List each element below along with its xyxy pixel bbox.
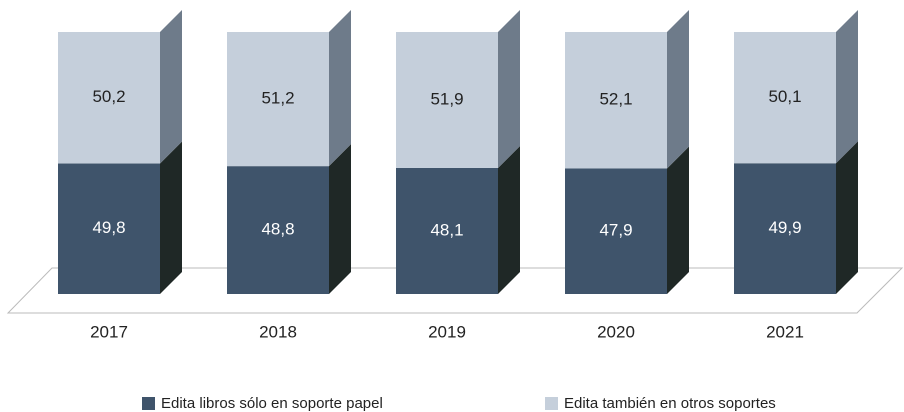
bar-segment [734, 163, 836, 294]
bar-side [329, 144, 351, 294]
bar-segment [58, 163, 160, 294]
x-tick-label: 2021 [766, 322, 804, 341]
bar-side [160, 141, 182, 294]
bar-segment [227, 166, 329, 294]
bar-side [836, 10, 858, 164]
bar-side [836, 141, 858, 294]
x-tick-label: 2019 [428, 322, 466, 341]
bar-side [329, 10, 351, 167]
x-tick-label: 2020 [597, 322, 635, 341]
bar-segment [565, 168, 667, 294]
bar-side [667, 146, 689, 294]
legend-label: Edita también en otros soportes [564, 395, 776, 412]
x-tick-label: 2017 [90, 322, 128, 341]
bar-segment [396, 32, 498, 168]
legend-swatch [142, 397, 155, 410]
bar-segment [58, 32, 160, 164]
value-label: 49,8 [92, 218, 125, 237]
value-label: 49,9 [768, 218, 801, 237]
value-label: 51,2 [261, 89, 294, 108]
value-label: 47,9 [599, 221, 632, 240]
value-label: 50,2 [92, 87, 125, 106]
bar-segment [227, 32, 329, 167]
value-label: 52,1 [599, 90, 632, 109]
bar-segment [396, 167, 498, 294]
bar-side [667, 10, 689, 169]
value-label: 48,8 [261, 220, 294, 239]
legend-swatch [545, 397, 558, 410]
bar-segment [565, 32, 667, 169]
x-tick-label: 2018 [259, 322, 297, 341]
legend-label: Edita libros sólo en soporte papel [161, 395, 383, 412]
bar-side [498, 145, 520, 294]
bar-side [498, 10, 520, 168]
bar-side [160, 10, 182, 164]
bar-segment [734, 32, 836, 164]
value-label: 50,1 [768, 87, 801, 106]
floor [6, 267, 904, 314]
value-label: 51,9 [430, 89, 463, 108]
value-label: 48,1 [430, 220, 463, 239]
